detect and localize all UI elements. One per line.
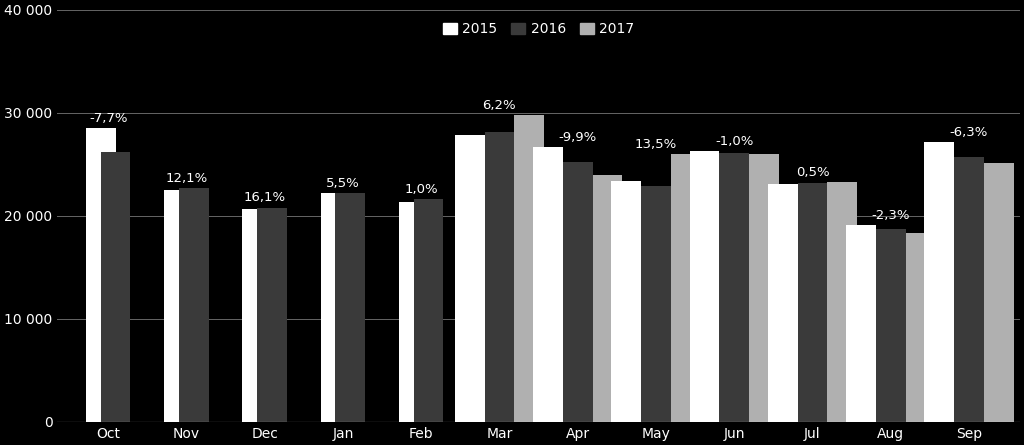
Bar	[984, 163, 1014, 422]
Bar	[86, 128, 116, 422]
Bar	[954, 157, 984, 422]
Bar	[925, 142, 954, 422]
Bar	[563, 162, 593, 422]
Bar	[414, 199, 443, 422]
Bar	[243, 209, 272, 422]
Text: 0,5%: 0,5%	[796, 166, 829, 179]
Text: 16,1%: 16,1%	[244, 191, 286, 205]
Bar	[768, 184, 798, 422]
Bar	[484, 132, 514, 422]
Text: 12,1%: 12,1%	[165, 172, 208, 185]
Text: -9,9%: -9,9%	[558, 131, 597, 144]
Bar	[336, 193, 366, 422]
Bar	[257, 207, 287, 422]
Text: -6,3%: -6,3%	[950, 125, 988, 138]
Text: -7,7%: -7,7%	[89, 112, 127, 125]
Bar	[611, 181, 641, 422]
Bar	[827, 182, 857, 422]
Bar	[455, 135, 484, 422]
Bar	[750, 154, 779, 422]
Legend: 2015, 2016, 2017: 2015, 2016, 2017	[437, 16, 640, 42]
Bar	[534, 147, 563, 422]
Text: 5,5%: 5,5%	[326, 177, 359, 190]
Bar	[100, 152, 130, 422]
Bar	[164, 190, 194, 422]
Text: 6,2%: 6,2%	[482, 99, 516, 112]
Bar	[798, 183, 827, 422]
Bar	[321, 193, 350, 422]
Bar	[846, 225, 876, 422]
Bar	[876, 229, 905, 422]
Bar	[689, 151, 719, 422]
Bar	[719, 153, 750, 422]
Text: -2,3%: -2,3%	[871, 209, 910, 222]
Text: -1,0%: -1,0%	[715, 135, 754, 148]
Bar	[671, 154, 700, 422]
Bar	[905, 233, 935, 422]
Text: 1,0%: 1,0%	[404, 183, 438, 196]
Bar	[179, 188, 209, 422]
Bar	[641, 186, 671, 422]
Bar	[514, 115, 544, 422]
Text: 13,5%: 13,5%	[635, 138, 677, 151]
Bar	[593, 174, 623, 422]
Bar	[399, 202, 429, 422]
